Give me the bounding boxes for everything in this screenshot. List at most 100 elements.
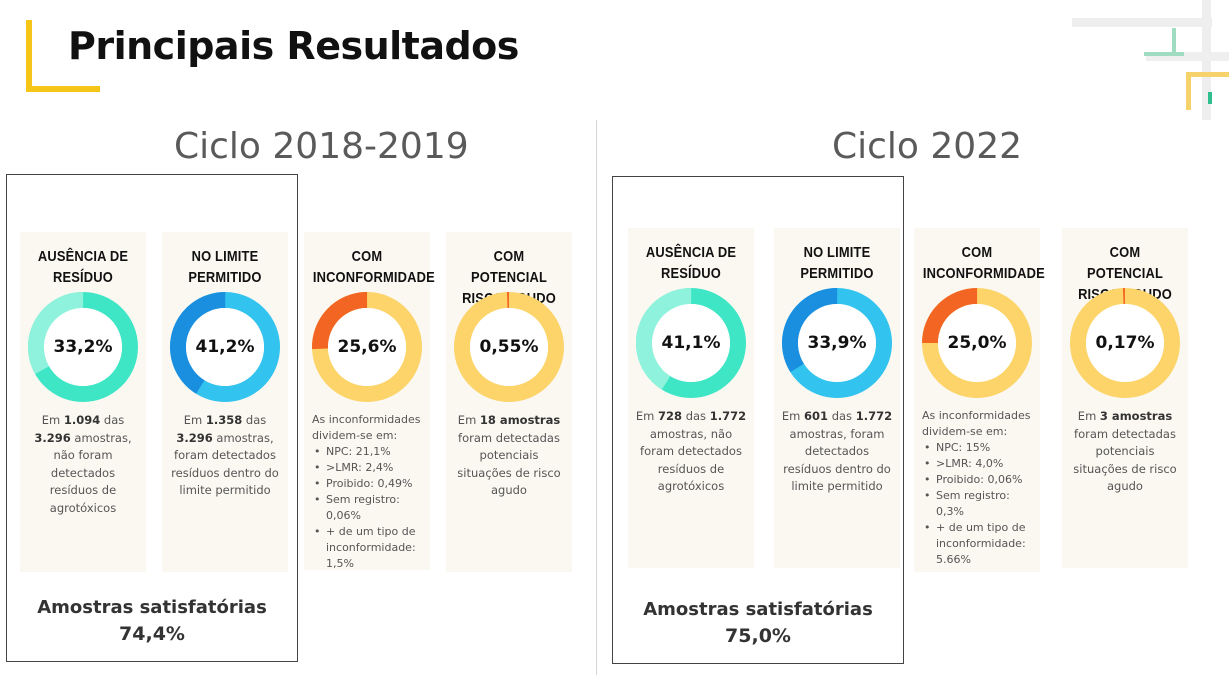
breakdown-list: NPC: 21,1%>LMR: 2,4%Proibido: 0,49%Sem r… bbox=[312, 444, 426, 572]
logo-decoration bbox=[1072, 0, 1229, 120]
desc-count: 1.094 bbox=[63, 413, 101, 427]
breakdown-intro: As inconformidades dividem-se em: bbox=[312, 413, 421, 442]
desc-count: 601 bbox=[804, 409, 829, 423]
card-description: Em 728 das 1.772 amostras, não foram det… bbox=[634, 408, 748, 496]
desc-total: 1.772 bbox=[709, 409, 747, 423]
desc-text: amostras, foram detectados resíduos dent… bbox=[783, 426, 891, 494]
card-description: Em 18 amostras foram detectadas potencia… bbox=[452, 412, 566, 500]
card-acute-risk: COM POTENCIAL RISCO AGUDO 0,55% Em 18 amost… bbox=[446, 232, 572, 572]
satisfactory-box: Amostras satisfatórias 74,4% bbox=[6, 174, 298, 662]
section-divider bbox=[596, 120, 597, 675]
desc-text: das bbox=[100, 413, 125, 427]
card-heading-line1: COM POTENCIAL bbox=[1086, 244, 1164, 282]
desc-total: 3.296 bbox=[176, 430, 213, 445]
desc-total: 1.772 bbox=[855, 409, 893, 423]
breakdown-item: >LMR: 2,4% bbox=[312, 460, 426, 476]
cycle-title: Ciclo 2018-2019 bbox=[174, 126, 469, 167]
card-within-limit: NO LIMITE PERMITIDO 33,9% Em 601 das 1.772 … bbox=[774, 228, 900, 568]
card-heading: AUSÊNCIA DE RESÍDUO bbox=[637, 242, 745, 284]
donut-segment bbox=[170, 292, 280, 402]
donut-ring bbox=[1070, 288, 1180, 398]
title-accent-bracket bbox=[26, 20, 100, 92]
donut-chart bbox=[1070, 287, 1180, 398]
page-title: Principais Resultados bbox=[68, 24, 519, 68]
card-heading: NO LIMITE PERMITIDO bbox=[171, 246, 279, 288]
card-heading-line2: RESÍDUO bbox=[53, 269, 113, 286]
card-nonconformity: COM INCONFORMIDADE 25,0% As inconformidades… bbox=[914, 228, 1045, 572]
breakdown-item: Sem registro: 0,06% bbox=[312, 492, 426, 524]
desc-text: foram detectadas potenciais situações de… bbox=[457, 430, 561, 498]
donut-chart bbox=[170, 292, 280, 402]
desc-text: amostras, foram detectados resíduos dent… bbox=[171, 430, 279, 498]
card-no-residue: AUSÊNCIA DE RESÍDUO 41,1% Em 728 das 1.772 … bbox=[628, 228, 754, 568]
desc-text: Em bbox=[635, 409, 659, 423]
donut-chart bbox=[636, 288, 746, 398]
donut-segment bbox=[922, 288, 1032, 398]
donut-segment bbox=[782, 288, 892, 398]
desc-text: amostras, não foram detectados resíduos … bbox=[49, 430, 132, 515]
card-heading-line2: INCONFORMIDADE bbox=[312, 269, 435, 286]
card-no-residue: AUSÊNCIA DE RESÍDUO 33,2% Em 1.094 das 3.29… bbox=[20, 232, 146, 572]
desc-count: 18 amostras bbox=[479, 413, 561, 427]
donut-value: 41,2% bbox=[195, 337, 255, 357]
card-description: Em 601 das 1.772 amostras, foram detecta… bbox=[780, 408, 894, 496]
donut-hole bbox=[798, 304, 876, 382]
card-heading: COM INCONFORMIDADE bbox=[923, 242, 1045, 284]
desc-total: 3.296 bbox=[34, 430, 71, 445]
breakdown-item: + de um tipo de inconformidade: 5.66% bbox=[922, 520, 1036, 568]
card-within-limit: NO LIMITE PERMITIDO 41,2% Em 1.358 das 3.29… bbox=[162, 232, 288, 572]
desc-text: Em bbox=[1077, 409, 1100, 423]
card-heading-line2: PERMITIDO bbox=[800, 265, 874, 282]
donut-chart bbox=[922, 288, 1032, 398]
donut-value: 0,55% bbox=[479, 337, 539, 357]
donut-chart bbox=[27, 292, 138, 402]
satisfactory-value: 75,0% bbox=[725, 625, 791, 647]
card-heading-line1: AUSÊNCIA DE bbox=[37, 248, 129, 265]
breakdown-item: NPC: 15% bbox=[922, 440, 1036, 456]
card-description: Em 1.358 das 3.296 amostras, foram detec… bbox=[168, 412, 282, 500]
card-heading: AUSÊNCIA DE RESÍDUO bbox=[29, 246, 137, 288]
donut-chart bbox=[782, 288, 892, 398]
donut-chart bbox=[454, 291, 564, 402]
card-heading-line1: COM bbox=[961, 244, 993, 261]
donut-hole bbox=[938, 304, 1016, 382]
donut-chart bbox=[311, 292, 422, 402]
satisfactory-box: Amostras satisfatórias 75,0% bbox=[612, 176, 904, 664]
breakdown-item: + de um tipo de inconformidade: 1,5% bbox=[312, 524, 426, 572]
donut-hole bbox=[470, 308, 548, 386]
donut-hole bbox=[44, 308, 122, 386]
donut-segment bbox=[636, 288, 746, 398]
card-heading-line1: AUSÊNCIA DE bbox=[645, 244, 737, 261]
nonconformity-breakdown: As inconformidades dividem-se em:NPC: 21… bbox=[312, 412, 426, 572]
card-heading-line2: PERMITIDO bbox=[188, 269, 262, 286]
donut-hole bbox=[328, 308, 406, 386]
card-heading-line1: NO LIMITE bbox=[191, 248, 259, 265]
breakdown-item: Proibido: 0,49% bbox=[312, 476, 426, 492]
card-heading-line1: COM bbox=[351, 248, 383, 265]
card-description: Em 3 amostras foram detectadas potenciai… bbox=[1068, 408, 1182, 496]
satisfactory-value: 74,4% bbox=[119, 623, 185, 645]
breakdown-item: >LMR: 4,0% bbox=[922, 456, 1036, 472]
breakdown-item: Proibido: 0,06% bbox=[922, 472, 1036, 488]
donut-hole bbox=[186, 308, 264, 386]
donut-value: 33,9% bbox=[807, 333, 867, 353]
card-acute-risk: COM POTENCIAL RISCO AGUDO 0,17% Em 3 amostr… bbox=[1062, 228, 1188, 568]
desc-text: das bbox=[242, 413, 267, 427]
donut-value: 25,0% bbox=[947, 333, 1007, 353]
card-heading: NO LIMITE PERMITIDO bbox=[783, 242, 891, 284]
donut-ring bbox=[454, 292, 564, 402]
card-nonconformity: COM INCONFORMIDADE 25,6% As inconformidades… bbox=[304, 232, 435, 572]
desc-count: 728 bbox=[658, 409, 683, 423]
breakdown-item: Sem registro: 0,3% bbox=[922, 488, 1036, 520]
satisfactory-label: Amostras satisfatórias bbox=[37, 597, 267, 618]
desc-text: Em bbox=[457, 413, 480, 427]
donut-hole bbox=[1086, 304, 1164, 382]
breakdown-item: NPC: 21,1% bbox=[312, 444, 426, 460]
desc-text: das bbox=[682, 409, 710, 423]
donut-value: 33,2% bbox=[53, 337, 113, 357]
desc-text: Em bbox=[781, 409, 805, 423]
desc-text: amostras, não foram detectados resíduos … bbox=[640, 426, 742, 494]
card-heading-line1: COM POTENCIAL bbox=[470, 248, 548, 286]
nonconformity-breakdown: As inconformidades dividem-se em:NPC: 15… bbox=[922, 408, 1036, 568]
card-heading: COM INCONFORMIDADE bbox=[312, 246, 435, 288]
